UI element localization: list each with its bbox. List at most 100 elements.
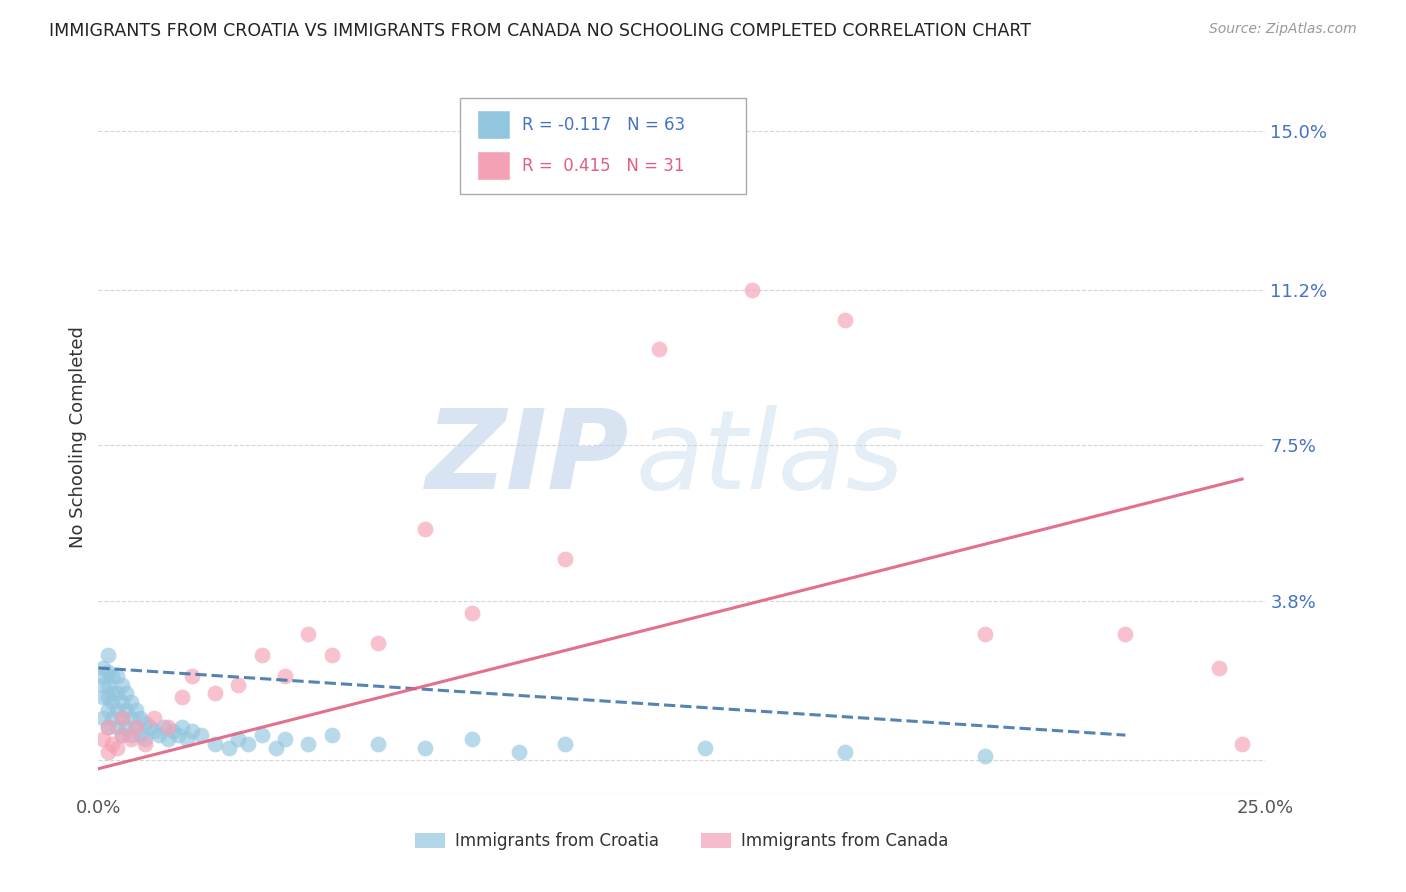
Point bbox=[115, 686, 138, 700]
Point bbox=[413, 523, 436, 537]
Text: IMMIGRANTS FROM CROATIA VS IMMIGRANTS FROM CANADA NO SCHOOLING COMPLETED CORRELA: IMMIGRANTS FROM CROATIA VS IMMIGRANTS FR… bbox=[49, 22, 1031, 40]
Point bbox=[143, 711, 166, 725]
Point bbox=[91, 678, 114, 692]
Bar bbox=[478, 152, 510, 180]
Point bbox=[105, 703, 128, 717]
Point bbox=[111, 711, 134, 725]
Point bbox=[190, 728, 212, 742]
Point bbox=[554, 737, 576, 751]
Point bbox=[1230, 737, 1253, 751]
Point bbox=[91, 690, 114, 705]
Point bbox=[125, 720, 148, 734]
Point bbox=[367, 636, 389, 650]
Text: Source: ZipAtlas.com: Source: ZipAtlas.com bbox=[1209, 22, 1357, 37]
Point bbox=[148, 728, 170, 742]
Point bbox=[250, 728, 273, 742]
Point bbox=[172, 720, 194, 734]
Point bbox=[172, 690, 194, 705]
Point bbox=[97, 720, 120, 734]
Point bbox=[97, 665, 120, 680]
Point bbox=[120, 728, 142, 742]
Point bbox=[101, 686, 124, 700]
Point bbox=[647, 342, 669, 356]
Point bbox=[218, 740, 240, 755]
Point bbox=[180, 669, 202, 683]
Point bbox=[228, 732, 250, 747]
Point bbox=[105, 669, 128, 683]
Point bbox=[97, 745, 120, 759]
Point bbox=[101, 711, 124, 725]
Text: R = -0.117   N = 63: R = -0.117 N = 63 bbox=[522, 116, 685, 134]
Point bbox=[204, 686, 226, 700]
Point bbox=[204, 737, 226, 751]
Point bbox=[129, 728, 152, 742]
Point bbox=[166, 728, 188, 742]
Point bbox=[111, 728, 134, 742]
Point bbox=[134, 732, 156, 747]
FancyBboxPatch shape bbox=[460, 98, 747, 194]
Text: atlas: atlas bbox=[636, 405, 904, 512]
Point bbox=[321, 728, 343, 742]
Point bbox=[101, 669, 124, 683]
Legend: Immigrants from Croatia, Immigrants from Canada: Immigrants from Croatia, Immigrants from… bbox=[409, 826, 955, 857]
Point bbox=[134, 715, 156, 730]
Point bbox=[134, 737, 156, 751]
Point bbox=[111, 694, 134, 708]
Point bbox=[97, 690, 120, 705]
Point bbox=[111, 728, 134, 742]
Text: R =  0.415   N = 31: R = 0.415 N = 31 bbox=[522, 157, 685, 175]
Point bbox=[176, 732, 198, 747]
Point bbox=[236, 737, 259, 751]
Point bbox=[120, 732, 142, 747]
Point bbox=[139, 720, 162, 734]
Point bbox=[834, 745, 856, 759]
Y-axis label: No Schooling Completed: No Schooling Completed bbox=[69, 326, 87, 548]
Point bbox=[461, 607, 484, 621]
Point bbox=[105, 740, 128, 755]
Point bbox=[1114, 627, 1136, 641]
Point bbox=[143, 723, 166, 738]
Point bbox=[129, 711, 152, 725]
Point bbox=[157, 720, 180, 734]
Point bbox=[1208, 661, 1230, 675]
Point bbox=[508, 745, 530, 759]
Point bbox=[91, 711, 114, 725]
Point bbox=[101, 737, 124, 751]
Point bbox=[297, 627, 319, 641]
Point bbox=[554, 551, 576, 566]
Bar bbox=[478, 111, 510, 139]
Point bbox=[162, 723, 184, 738]
Point bbox=[274, 732, 297, 747]
Point bbox=[111, 711, 134, 725]
Point bbox=[115, 703, 138, 717]
Point bbox=[91, 669, 114, 683]
Point bbox=[367, 737, 389, 751]
Point bbox=[974, 627, 997, 641]
Point bbox=[413, 740, 436, 755]
Point bbox=[228, 678, 250, 692]
Point bbox=[157, 732, 180, 747]
Point bbox=[250, 648, 273, 663]
Point bbox=[125, 720, 148, 734]
Point bbox=[97, 678, 120, 692]
Point bbox=[695, 740, 717, 755]
Point bbox=[105, 720, 128, 734]
Point bbox=[125, 703, 148, 717]
Point bbox=[741, 283, 763, 297]
Point bbox=[97, 720, 120, 734]
Point bbox=[834, 312, 856, 326]
Point bbox=[264, 740, 287, 755]
Point bbox=[274, 669, 297, 683]
Point bbox=[97, 703, 120, 717]
Point bbox=[120, 711, 142, 725]
Point bbox=[321, 648, 343, 663]
Point bbox=[91, 661, 114, 675]
Point bbox=[297, 737, 319, 751]
Point bbox=[180, 723, 202, 738]
Point bbox=[111, 678, 134, 692]
Point bbox=[152, 720, 174, 734]
Point bbox=[120, 694, 142, 708]
Point bbox=[115, 720, 138, 734]
Point bbox=[461, 732, 484, 747]
Text: ZIP: ZIP bbox=[426, 405, 630, 512]
